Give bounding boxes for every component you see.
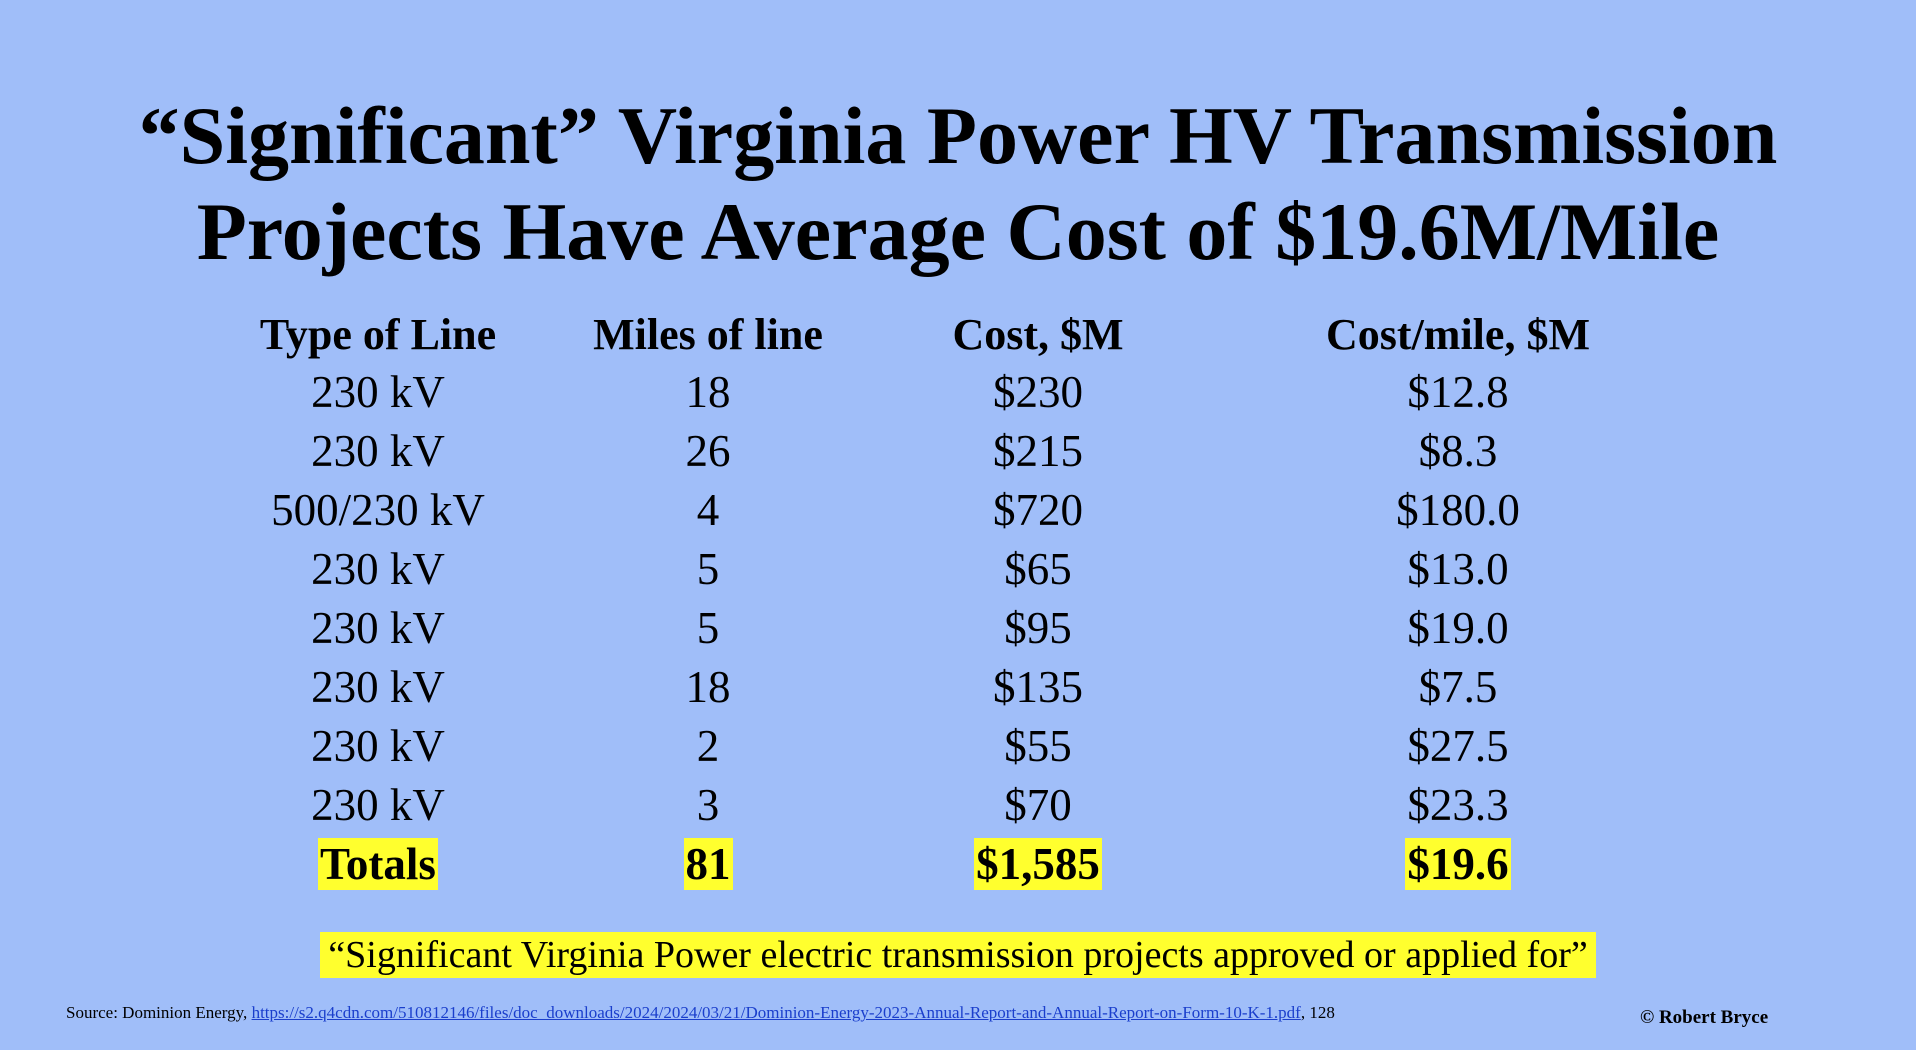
cell-type: 230 kV — [311, 426, 445, 476]
cell-miles: 2 — [696, 721, 720, 771]
header-cost-per-mile: Cost/mile, $M — [1326, 310, 1590, 359]
cell-type: 230 kV — [311, 544, 445, 594]
header-type-of-line: Type of Line — [259, 310, 497, 359]
source-link[interactable]: https://s2.q4cdn.com/510812146/files/doc… — [251, 1003, 1301, 1022]
highlighted-quote: “Significant Virginia Power electric tra… — [0, 932, 1916, 978]
source-citation: Source: Dominion Energy, https://s2.q4cd… — [66, 1003, 1335, 1023]
table-row: 230 kV 5 $65 $13.0 — [0, 540, 1916, 599]
cell-type: 230 kV — [311, 662, 445, 712]
totals-label-cell: Totals — [228, 835, 528, 894]
table-row: 230 kV 2 $55 $27.5 — [0, 717, 1916, 776]
cell-cost: $65 — [1004, 544, 1072, 594]
source-prefix: Source: Dominion Energy, — [66, 1003, 252, 1022]
totals-cost-cell: $1,585 — [888, 835, 1188, 894]
cell-cost: $55 — [1004, 721, 1072, 771]
title-line-2: Projects Have Average Cost of $19.6M/Mil… — [196, 186, 1720, 277]
cell-cost-per-mile: $7.5 — [1418, 662, 1498, 712]
cell-cost-per-mile: $13.0 — [1407, 544, 1509, 594]
table-row: 230 kV 18 $135 $7.5 — [0, 658, 1916, 717]
cell-cost-per-mile: $12.8 — [1407, 367, 1509, 417]
table-row: 500/230 kV 4 $720 $180.0 — [0, 481, 1916, 540]
cell-type: 230 kV — [311, 780, 445, 830]
cell-miles: 26 — [685, 426, 731, 476]
copyright-credit: © Robert Bryce — [1640, 1007, 1769, 1028]
header-miles-of-line: Miles of line — [593, 310, 823, 359]
cell-miles: 3 — [696, 780, 720, 830]
table-row: 230 kV 3 $70 $23.3 — [0, 776, 1916, 835]
source-suffix: , 128 — [1300, 1003, 1335, 1022]
cell-cost-per-mile: $27.5 — [1407, 721, 1509, 771]
totals-cost: $1,585 — [974, 838, 1102, 890]
slide-title: “Significant” Virginia Power HV Transmis… — [0, 88, 1916, 280]
table-totals-row: Totals 81 $1,585 $19.6 — [0, 835, 1916, 894]
cell-miles: 5 — [696, 603, 720, 653]
cell-cost: $720 — [993, 485, 1083, 535]
table-row: 230 kV 26 $215 $8.3 — [0, 422, 1916, 481]
table-row: 230 kV 18 $230 $12.8 — [0, 363, 1916, 422]
cell-type: 230 kV — [311, 367, 445, 417]
table-header-row: Type of Line Miles of line Cost, $M Cost… — [0, 305, 1916, 364]
cell-cost: $230 — [993, 367, 1083, 417]
cell-miles: 18 — [685, 662, 731, 712]
cell-cost-per-mile: $23.3 — [1407, 780, 1509, 830]
totals-miles: 81 — [683, 838, 733, 890]
cell-cost: $135 — [993, 662, 1083, 712]
cell-cost-per-mile: $180.0 — [1396, 485, 1520, 535]
quote-text: “Significant Virginia Power electric tra… — [320, 932, 1596, 978]
cell-type: 230 kV — [311, 603, 445, 653]
header-cost: Cost, $M — [952, 310, 1124, 359]
cell-miles: 4 — [696, 485, 720, 535]
totals-cost-per-mile: $19.6 — [1405, 838, 1511, 890]
cell-type: 500/230 kV — [271, 485, 485, 535]
totals-miles-cell: 81 — [558, 835, 858, 894]
cell-cost-per-mile: $8.3 — [1418, 426, 1498, 476]
cell-miles: 5 — [696, 544, 720, 594]
cell-cost: $95 — [1004, 603, 1072, 653]
cell-cost: $70 — [1004, 780, 1072, 830]
totals-cost-per-mile-cell: $19.6 — [1268, 835, 1648, 894]
cell-cost: $215 — [993, 426, 1083, 476]
table-row: 230 kV 5 $95 $19.0 — [0, 599, 1916, 658]
title-line-1: “Significant” Virginia Power HV Transmis… — [138, 90, 1778, 181]
cell-cost-per-mile: $19.0 — [1407, 603, 1509, 653]
cell-miles: 18 — [685, 367, 731, 417]
totals-label: Totals — [318, 838, 438, 890]
cell-type: 230 kV — [311, 721, 445, 771]
